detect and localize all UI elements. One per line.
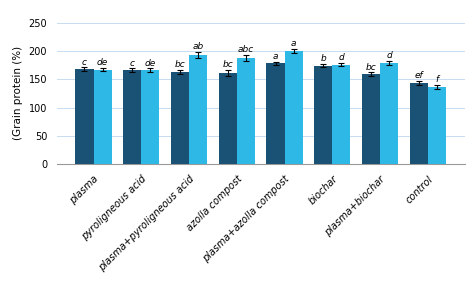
Text: ab: ab xyxy=(192,42,204,51)
Bar xyxy=(93,70,112,164)
Bar xyxy=(380,63,398,164)
Text: d: d xyxy=(386,51,392,60)
Text: de: de xyxy=(145,59,156,68)
Bar xyxy=(332,65,350,164)
Text: ef: ef xyxy=(414,71,423,80)
Text: bc: bc xyxy=(365,63,376,72)
Bar xyxy=(284,51,303,164)
Bar xyxy=(410,83,428,164)
Text: a: a xyxy=(273,52,278,61)
Bar xyxy=(189,55,207,164)
Bar xyxy=(428,87,446,164)
Text: b: b xyxy=(320,54,326,63)
Text: a: a xyxy=(291,39,296,48)
Bar xyxy=(141,70,159,164)
Text: d: d xyxy=(338,53,344,62)
Bar xyxy=(237,58,255,164)
Text: f: f xyxy=(435,75,438,84)
Text: c: c xyxy=(82,57,87,67)
Text: abc: abc xyxy=(238,45,254,54)
Bar xyxy=(75,69,93,164)
Bar xyxy=(266,63,284,164)
Bar xyxy=(314,66,332,164)
Y-axis label: (Grain protein (%): (Grain protein (%) xyxy=(13,46,23,140)
Bar xyxy=(171,72,189,164)
Text: c: c xyxy=(130,59,135,68)
Text: bc: bc xyxy=(174,60,185,69)
Bar xyxy=(219,73,237,164)
Bar xyxy=(362,74,380,164)
Text: bc: bc xyxy=(222,60,233,69)
Bar xyxy=(123,70,141,164)
Text: de: de xyxy=(97,58,108,67)
